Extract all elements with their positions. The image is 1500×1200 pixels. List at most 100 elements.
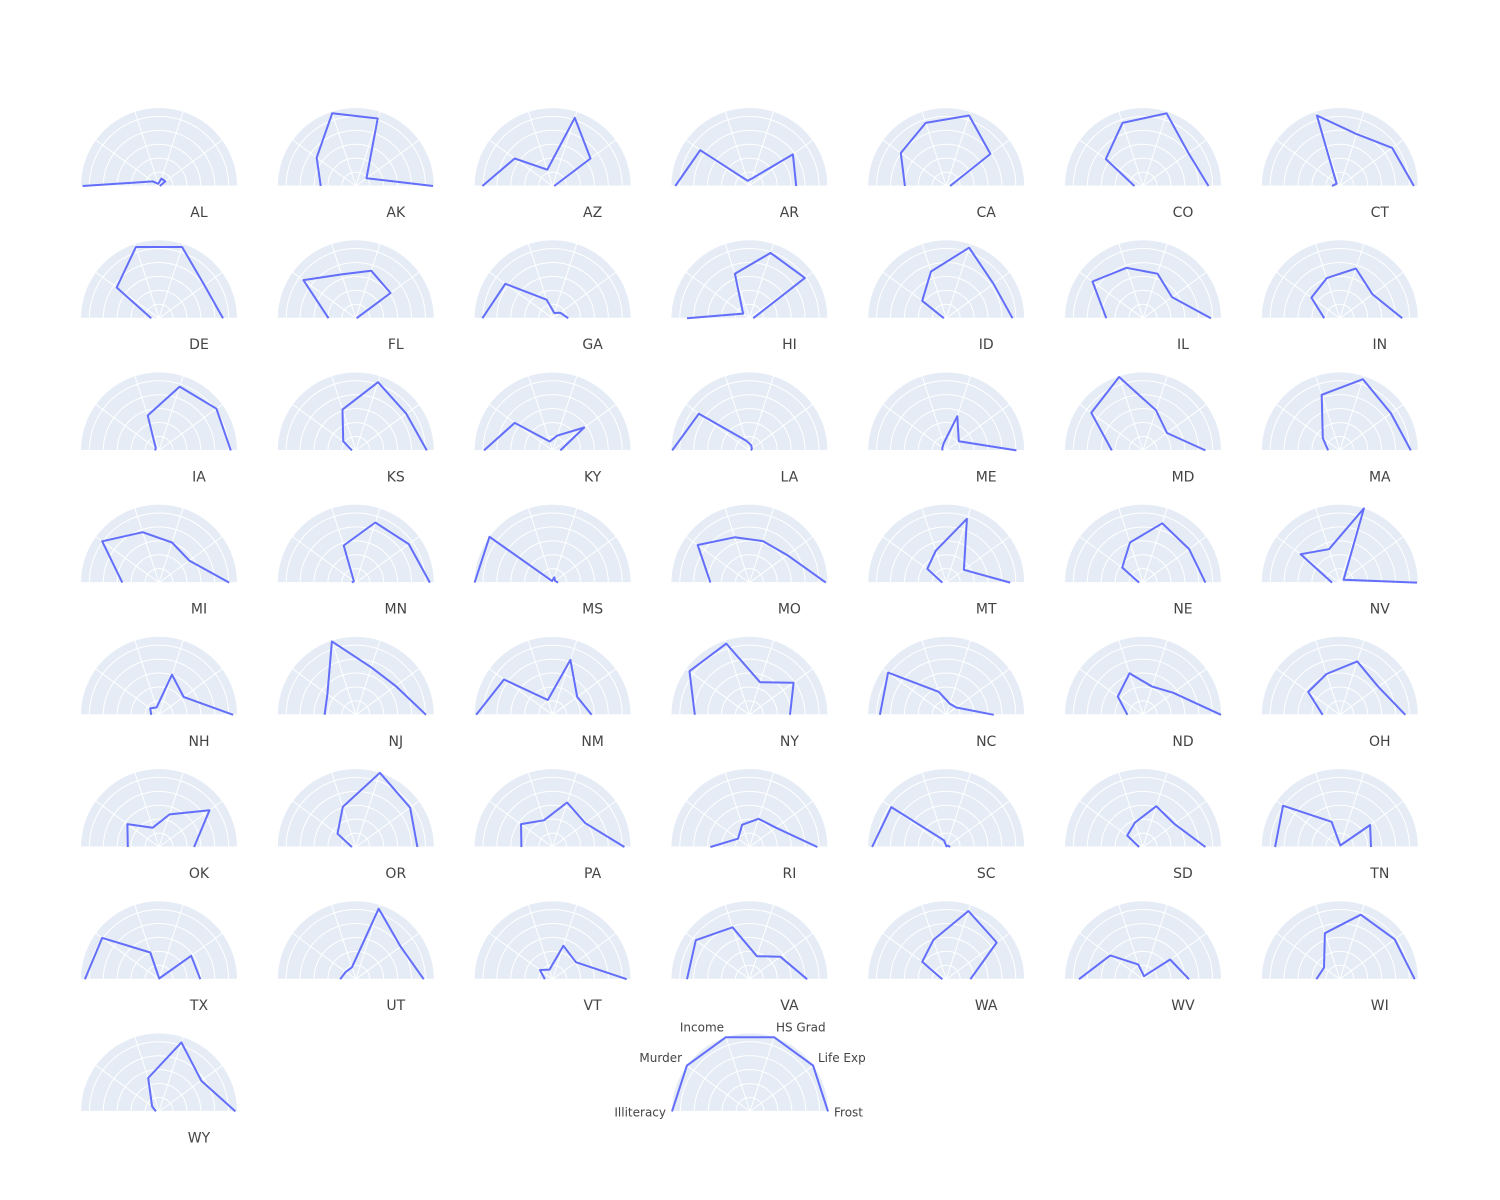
angular-grid-spoke bbox=[95, 668, 160, 716]
series-line-ri bbox=[710, 817, 818, 848]
angular-grid-spoke bbox=[1142, 536, 1207, 584]
radial-grid-ring bbox=[299, 394, 413, 451]
angular-grid-spoke bbox=[331, 243, 357, 319]
state-label: NY bbox=[780, 734, 799, 750]
polar-background bbox=[1261, 372, 1418, 451]
angular-grid-spoke bbox=[921, 772, 947, 848]
state-label: MO bbox=[778, 602, 801, 618]
radar-panel-tn: TN bbox=[1261, 769, 1418, 882]
angular-grid-spoke bbox=[355, 376, 381, 451]
radial-grid-ring bbox=[1297, 672, 1383, 715]
polar-background bbox=[474, 636, 631, 715]
angular-grid-spoke bbox=[489, 932, 553, 980]
angular-grid-spoke bbox=[945, 243, 971, 319]
radial-grid-ring bbox=[1100, 408, 1186, 451]
angular-grid-spoke bbox=[1079, 404, 1144, 451]
radial-grid-ring bbox=[679, 909, 820, 980]
radar-panel-wi: WI bbox=[1261, 901, 1418, 1014]
axis-label: Frost bbox=[834, 1105, 863, 1119]
angular-grid-spoke bbox=[724, 904, 750, 980]
angular-grid-spoke bbox=[1315, 904, 1341, 980]
radial-grid-ring bbox=[1114, 422, 1172, 451]
radial-grid-ring bbox=[1311, 422, 1369, 451]
radial-grid-ring bbox=[510, 143, 595, 187]
angular-grid-spoke bbox=[1142, 668, 1207, 716]
radial-grid-ring bbox=[102, 923, 216, 980]
angular-grid-spoke bbox=[686, 404, 750, 451]
series-line-wy bbox=[147, 1041, 237, 1113]
radial-grid-ring bbox=[313, 275, 399, 319]
series-line-ga bbox=[481, 282, 569, 320]
radial-grid-ring bbox=[130, 686, 188, 715]
radial-grid-ring bbox=[538, 171, 568, 187]
state-label: OR bbox=[385, 866, 406, 882]
polar-background bbox=[671, 769, 828, 847]
radial-grid-ring bbox=[876, 777, 1017, 848]
radial-grid-ring bbox=[734, 832, 764, 848]
polar-background bbox=[474, 504, 631, 583]
angular-grid-spoke bbox=[748, 243, 774, 319]
angular-grid-spoke bbox=[1142, 111, 1168, 187]
radial-grid-ring bbox=[482, 644, 623, 715]
state-label: TX bbox=[189, 998, 209, 1014]
state-label: MA bbox=[1369, 469, 1391, 485]
radial-grid-ring bbox=[88, 776, 230, 848]
radial-grid-ring bbox=[1114, 289, 1172, 319]
angular-grid-spoke bbox=[945, 536, 1010, 584]
angular-grid-spoke bbox=[355, 800, 420, 848]
series-line-sc bbox=[871, 806, 951, 848]
angular-grid-spoke bbox=[158, 1037, 184, 1112]
series-line-ma bbox=[1320, 378, 1412, 451]
state-label: SC bbox=[977, 866, 996, 882]
radial-grid-ring bbox=[144, 1097, 174, 1112]
angular-grid-spoke bbox=[945, 904, 971, 980]
angular-grid-spoke bbox=[552, 111, 578, 187]
radial-grid-ring bbox=[510, 672, 595, 715]
state-label: SD bbox=[1173, 866, 1193, 882]
angular-grid-spoke bbox=[748, 640, 774, 715]
radial-grid-ring bbox=[327, 289, 385, 319]
radar-panel-oh: OH bbox=[1261, 636, 1418, 750]
radial-grid-ring bbox=[313, 936, 399, 980]
radial-grid-ring bbox=[510, 408, 595, 451]
radial-grid-ring bbox=[130, 1083, 188, 1112]
angular-grid-spoke bbox=[552, 800, 616, 848]
radial-grid-ring bbox=[734, 964, 764, 980]
angular-grid-spoke bbox=[158, 772, 184, 848]
angular-grid-spoke bbox=[1276, 271, 1341, 319]
radial-grid-ring bbox=[721, 554, 778, 583]
state-label: WI bbox=[1371, 998, 1389, 1014]
radial-grid-ring bbox=[876, 380, 1017, 451]
series-line-nv bbox=[1299, 507, 1418, 584]
state-label: MT bbox=[976, 602, 997, 618]
state-label: MN bbox=[385, 602, 408, 618]
angular-grid-spoke bbox=[355, 932, 420, 980]
angular-grid-spoke bbox=[724, 508, 750, 583]
angular-grid-spoke bbox=[1142, 404, 1207, 451]
angular-grid-spoke bbox=[1339, 536, 1404, 584]
radial-grid-ring bbox=[510, 540, 595, 583]
angular-grid-spoke bbox=[921, 376, 947, 451]
radar-panel-nv: NV bbox=[1261, 504, 1418, 618]
angular-grid-spoke bbox=[489, 271, 553, 319]
series-line-ar bbox=[674, 149, 798, 187]
angular-grid-spoke bbox=[528, 640, 554, 715]
angular-grid-spoke bbox=[921, 904, 947, 980]
angular-grid-spoke bbox=[882, 404, 947, 451]
radial-grid-ring bbox=[1100, 936, 1186, 980]
angular-grid-spoke bbox=[1118, 376, 1144, 451]
radial-grid-ring bbox=[482, 909, 623, 980]
radial-grid-ring bbox=[1114, 157, 1172, 187]
series-line-ne bbox=[1121, 522, 1207, 584]
state-label: IA bbox=[192, 469, 206, 485]
series-line-ia bbox=[146, 385, 232, 451]
series-line-or bbox=[336, 771, 419, 848]
angular-grid-spoke bbox=[686, 139, 750, 187]
radar-panel-or: OR bbox=[277, 769, 434, 882]
radial-grid-ring bbox=[341, 171, 371, 187]
state-label: CA bbox=[977, 205, 997, 221]
state-label: GA bbox=[582, 337, 603, 353]
angular-grid-spoke bbox=[748, 772, 774, 848]
radial-grid-ring bbox=[721, 157, 778, 187]
angular-grid-spoke bbox=[552, 640, 578, 715]
